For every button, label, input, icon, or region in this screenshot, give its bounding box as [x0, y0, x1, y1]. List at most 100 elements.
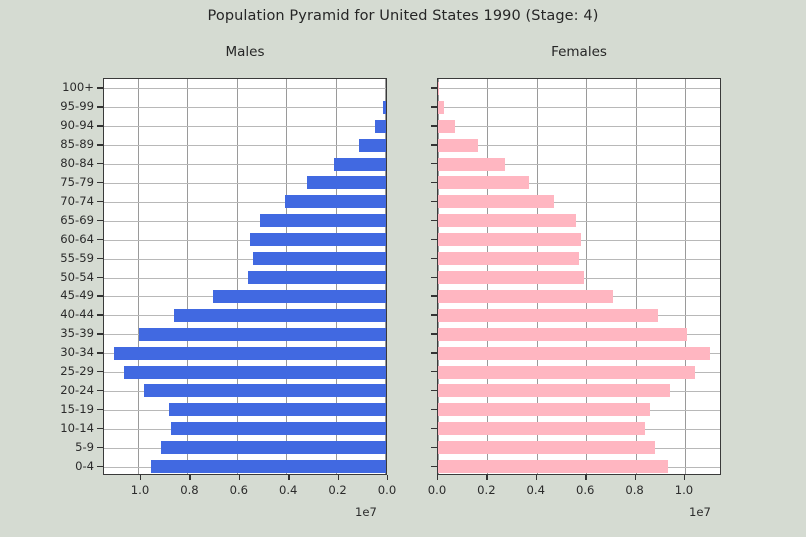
y-tick-mark — [431, 389, 437, 392]
x-tick-mark — [535, 475, 538, 480]
y-tick-mark — [97, 314, 103, 316]
bar-female — [438, 422, 646, 436]
bars-females — [438, 79, 720, 474]
x-tick-label-males: 1.0 — [130, 483, 150, 497]
gridline-horizontal — [104, 145, 386, 147]
y-tick-mark — [431, 219, 437, 222]
axis-exponent-males: 1e7 — [355, 505, 377, 519]
x-tick-mark — [437, 475, 439, 480]
y-tick-mark — [431, 163, 437, 165]
y-tick-label-age-group: 55-59 — [60, 250, 94, 265]
x-tick-label-females: 0.0 — [427, 483, 447, 497]
chart-panel-females — [437, 78, 721, 475]
y-tick-label-age-group: 100+ — [62, 80, 94, 95]
bar-male — [250, 233, 386, 247]
x-tick-label-females: 0.6 — [575, 483, 595, 497]
y-tick-mark — [97, 446, 103, 449]
x-tick-label-males: 0.2 — [328, 483, 347, 497]
bar-male — [161, 441, 386, 455]
x-tick-label-males: 0.8 — [180, 483, 199, 497]
y-tick-mark — [431, 371, 437, 373]
gridline-vertical — [635, 79, 637, 474]
gridline-horizontal — [438, 107, 720, 109]
x-tick-mark — [288, 475, 290, 480]
bar-male — [124, 365, 386, 379]
gridline-horizontal — [438, 164, 720, 166]
y-tick-mark — [431, 106, 437, 108]
y-tick-mark — [431, 465, 437, 467]
y-tick-mark — [97, 163, 103, 165]
y-tick-mark — [431, 125, 437, 127]
y-tick-label-age-group: 35-39 — [60, 326, 94, 341]
y-tick-mark — [97, 465, 103, 467]
y-tick-label-age-group: 50-54 — [60, 269, 94, 284]
bar-female — [438, 460, 668, 474]
y-tick-mark — [97, 352, 103, 354]
y-tick-mark — [97, 125, 103, 127]
y-tick-label-age-group: 40-44 — [60, 307, 94, 322]
x-tick-mark — [189, 475, 191, 480]
bar-female — [438, 365, 695, 379]
y-tick-label-age-group: 65-69 — [60, 212, 94, 227]
bar-male — [143, 384, 386, 398]
y-tick-label-age-group: 80-84 — [60, 156, 94, 171]
y-tick-label-age-group: 95-99 — [60, 99, 94, 114]
y-tick-mark — [97, 219, 103, 222]
y-tick-label-age-group: 60-64 — [60, 231, 94, 246]
bar-female — [438, 233, 582, 247]
y-tick-mark — [431, 181, 437, 184]
x-tick-mark — [486, 475, 488, 480]
bar-female — [438, 289, 614, 303]
y-tick-mark — [97, 333, 103, 335]
gridline-horizontal — [438, 88, 720, 90]
y-tick-label-age-group: 10-14 — [60, 420, 94, 435]
x-tick-label-females: 0.8 — [625, 483, 644, 497]
bar-female — [438, 214, 577, 228]
panel-title-females: Females — [551, 44, 607, 60]
gridline-vertical — [586, 79, 588, 474]
x-tick-mark — [634, 475, 636, 480]
y-tick-mark — [431, 238, 437, 241]
bar-female — [438, 81, 439, 95]
x-tick-label-females: 1.0 — [674, 483, 694, 497]
bar-male — [213, 289, 386, 303]
y-tick-mark — [97, 106, 103, 108]
y-tick-mark — [97, 144, 103, 146]
bar-female — [438, 308, 658, 322]
gridline-horizontal — [104, 88, 386, 90]
gridline-horizontal — [438, 182, 720, 184]
y-tick-mark — [431, 200, 437, 203]
x-tick-mark — [585, 475, 587, 480]
y-tick-mark — [97, 295, 103, 297]
y-tick-label-age-group: 75-79 — [60, 174, 94, 189]
bar-female — [438, 119, 456, 133]
y-tick-mark — [431, 144, 437, 146]
gridline-horizontal — [438, 220, 720, 222]
y-tick-mark — [431, 352, 437, 354]
x-tick-mark — [238, 475, 241, 480]
gridline-horizontal — [104, 164, 386, 166]
bar-male — [382, 100, 386, 114]
y-tick-mark — [97, 181, 103, 184]
gridline-horizontal — [104, 126, 386, 128]
panel-title-males: Males — [225, 44, 265, 60]
y-tick-mark — [431, 446, 437, 449]
y-tick-label-age-group: 25-29 — [60, 364, 94, 379]
y-tick-mark — [97, 371, 103, 373]
x-tick-label-males: 0.4 — [278, 483, 298, 497]
gridline-vertical — [684, 79, 686, 474]
y-tick-mark — [97, 87, 103, 89]
bar-female — [438, 441, 656, 455]
gridline-horizontal — [104, 220, 386, 222]
bar-female — [438, 157, 505, 171]
bar-female — [438, 403, 651, 417]
bar-male — [306, 176, 386, 190]
bar-male — [247, 271, 386, 284]
gridline-horizontal — [438, 145, 720, 147]
bar-male — [168, 403, 386, 417]
y-tick-mark — [431, 257, 437, 259]
chart-panel-males — [103, 78, 387, 475]
y-tick-label-age-group: 90-94 — [60, 118, 94, 133]
x-tick-label-males: 0.6 — [229, 483, 249, 497]
